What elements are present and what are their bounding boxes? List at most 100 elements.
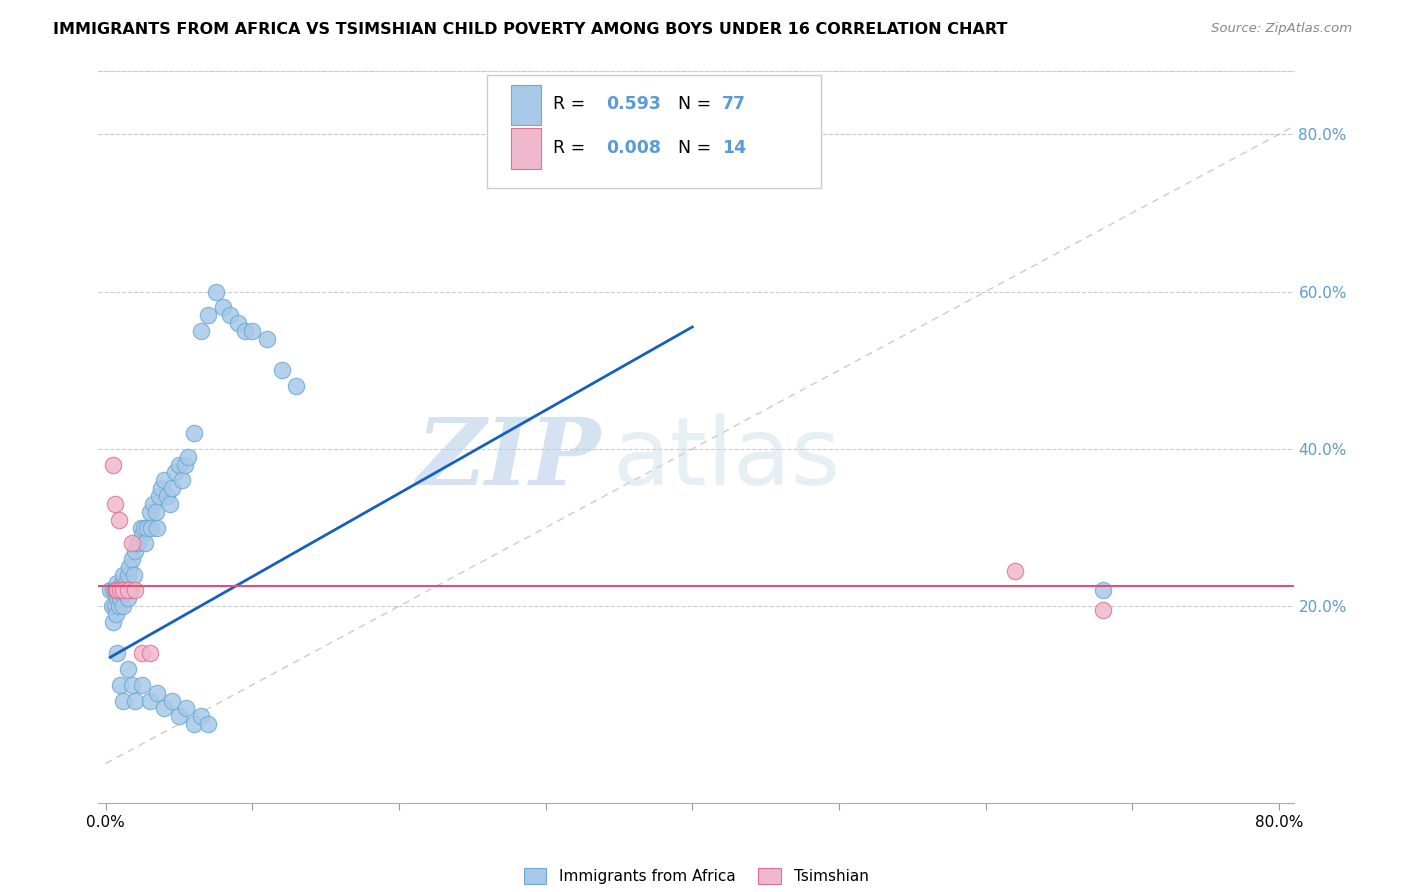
Point <box>160 693 183 707</box>
Point <box>117 662 139 676</box>
Point <box>122 567 145 582</box>
Text: 14: 14 <box>723 139 747 157</box>
Text: ZIP: ZIP <box>416 414 600 504</box>
Point <box>112 599 135 614</box>
Point <box>107 591 129 606</box>
Point <box>135 520 157 534</box>
Point <box>204 285 226 299</box>
FancyBboxPatch shape <box>510 128 541 169</box>
Point <box>190 709 212 723</box>
Point <box>142 497 165 511</box>
Point <box>159 497 181 511</box>
Text: N =: N = <box>678 139 717 157</box>
Text: 0.593: 0.593 <box>606 95 661 113</box>
Point <box>233 324 256 338</box>
Point <box>256 332 278 346</box>
Point <box>153 701 176 715</box>
Point <box>103 497 125 511</box>
Point <box>183 426 205 441</box>
Point <box>101 583 124 598</box>
Point <box>167 458 190 472</box>
Point <box>101 615 124 629</box>
Text: R =: R = <box>553 95 596 113</box>
Point <box>132 520 155 534</box>
Point <box>117 591 139 606</box>
Point <box>108 513 131 527</box>
Point <box>1004 564 1026 578</box>
Point <box>108 599 131 614</box>
Point <box>111 575 134 590</box>
Point <box>285 379 308 393</box>
Point <box>98 583 121 598</box>
Point <box>115 575 138 590</box>
Point <box>125 536 148 550</box>
Point <box>105 583 128 598</box>
Point <box>139 646 162 660</box>
Point <box>127 536 149 550</box>
Point <box>121 678 143 692</box>
Point <box>219 308 242 322</box>
Legend: Immigrants from Africa, Tsimshian: Immigrants from Africa, Tsimshian <box>517 862 875 890</box>
Point <box>197 717 219 731</box>
Point <box>107 583 129 598</box>
Point <box>139 693 162 707</box>
Point <box>167 709 190 723</box>
Point <box>131 528 153 542</box>
Text: R =: R = <box>553 139 596 157</box>
Point <box>105 583 128 598</box>
Point <box>117 567 139 582</box>
Point <box>105 607 128 621</box>
Point <box>101 458 124 472</box>
Text: 0.008: 0.008 <box>606 139 661 157</box>
Point <box>112 693 135 707</box>
Point <box>129 520 152 534</box>
Text: Source: ZipAtlas.com: Source: ZipAtlas.com <box>1212 22 1353 36</box>
Point <box>212 301 235 315</box>
Point <box>146 686 169 700</box>
Point <box>120 583 142 598</box>
Text: IMMIGRANTS FROM AFRICA VS TSIMSHIAN CHILD POVERTY AMONG BOYS UNDER 16 CORRELATIO: IMMIGRANTS FROM AFRICA VS TSIMSHIAN CHIL… <box>53 22 1008 37</box>
Point <box>176 701 198 715</box>
Point <box>242 324 264 338</box>
Point <box>121 552 143 566</box>
Point <box>124 693 146 707</box>
Text: N =: N = <box>678 95 717 113</box>
Point <box>134 536 156 550</box>
Point <box>190 324 212 338</box>
FancyBboxPatch shape <box>510 85 541 125</box>
Point <box>163 466 186 480</box>
Point <box>103 583 125 598</box>
Point <box>148 489 170 503</box>
Point <box>139 505 162 519</box>
Text: 77: 77 <box>723 95 747 113</box>
Point <box>110 583 132 598</box>
Point <box>141 520 163 534</box>
Point <box>112 567 135 582</box>
FancyBboxPatch shape <box>486 75 821 188</box>
Point <box>146 520 169 534</box>
Point <box>270 363 292 377</box>
Point <box>197 308 219 322</box>
Point <box>107 646 129 660</box>
Point <box>145 505 167 519</box>
Point <box>1091 583 1114 598</box>
Point <box>160 481 183 495</box>
Point <box>170 473 193 487</box>
Point <box>124 583 146 598</box>
Point <box>100 599 122 614</box>
Point <box>183 717 205 731</box>
Point <box>226 316 249 330</box>
Point <box>117 583 139 598</box>
Point <box>131 646 153 660</box>
Point <box>124 544 146 558</box>
Point <box>150 481 173 495</box>
Point <box>112 583 135 598</box>
Point <box>110 583 132 598</box>
Point <box>110 678 132 692</box>
Point <box>153 473 176 487</box>
Point <box>103 599 125 614</box>
Point <box>131 678 153 692</box>
Text: atlas: atlas <box>613 413 841 505</box>
Point <box>114 583 136 598</box>
Point <box>156 489 179 503</box>
